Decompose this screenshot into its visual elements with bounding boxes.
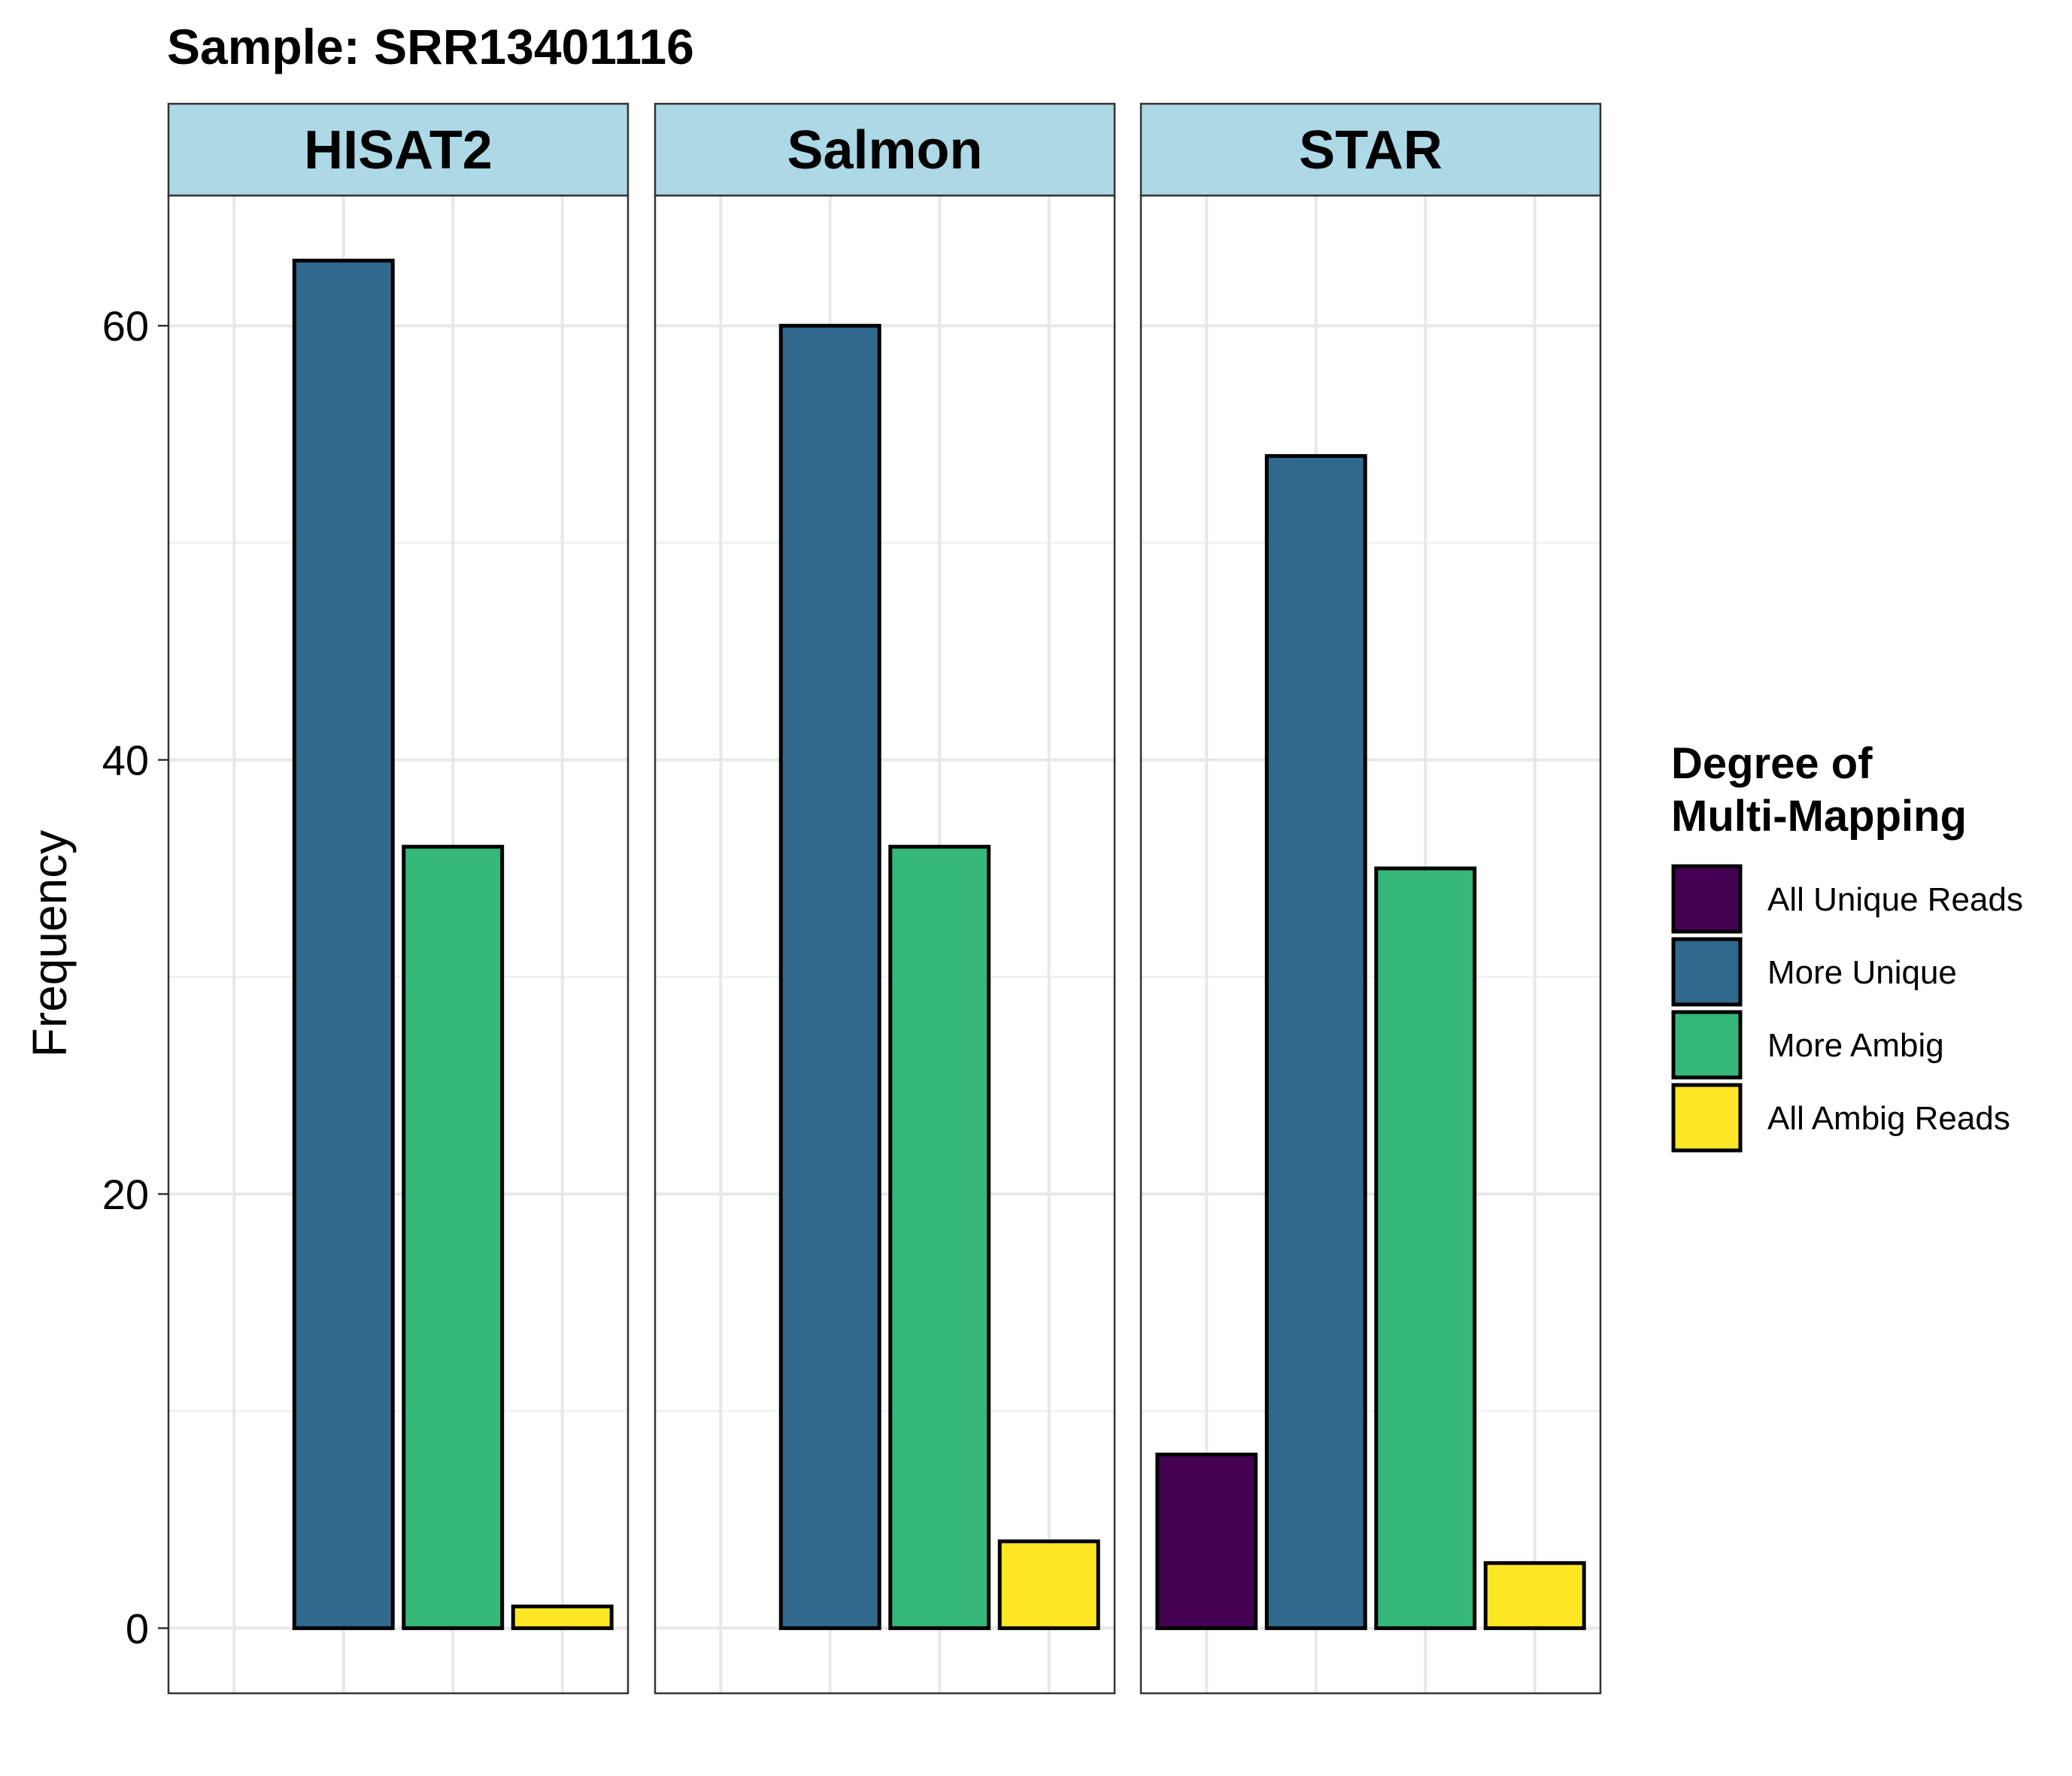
chart-title: Sample: SRR13401116 bbox=[167, 19, 694, 74]
panel-star: STAR bbox=[1139, 102, 1602, 1695]
facet-strip bbox=[654, 102, 1116, 197]
legend-key bbox=[1671, 1010, 1743, 1080]
panel-background bbox=[168, 195, 628, 1693]
legend-label: All Unique Reads bbox=[1767, 881, 2023, 918]
y-tick-label: 40 bbox=[102, 737, 149, 784]
y-tick-label: 0 bbox=[126, 1605, 149, 1652]
bar-salmon-more-unique bbox=[778, 323, 881, 1630]
panel-background bbox=[1141, 195, 1600, 1693]
bar-hisat2-more-ambig bbox=[402, 844, 505, 1630]
bar-star-all-ambig-reads bbox=[1483, 1561, 1586, 1630]
panel-salmon: Salmon bbox=[654, 102, 1116, 1695]
y-tick-label: 20 bbox=[102, 1171, 149, 1218]
y-axis: 0 20 40 60 bbox=[102, 302, 168, 1652]
facet-strip bbox=[1139, 102, 1602, 197]
bar-salmon-all-ambig-reads bbox=[997, 1539, 1100, 1630]
legend-title: Multi-Mapping bbox=[1671, 792, 1967, 841]
facet-panels: HISAT2 Salmon STAR bbox=[167, 102, 1602, 1695]
legend-key bbox=[1671, 864, 1743, 934]
legend-label: More Ambig bbox=[1767, 1027, 1944, 1064]
y-tick-label: 60 bbox=[102, 302, 149, 350]
legend-key bbox=[1671, 1083, 1743, 1153]
legend-key bbox=[1671, 937, 1743, 1007]
facet-strip-label: STAR bbox=[1299, 120, 1443, 180]
y-axis-title: Frequency bbox=[23, 830, 77, 1057]
bar-salmon-more-ambig bbox=[888, 844, 991, 1630]
panel-background bbox=[655, 195, 1115, 1693]
bar-hisat2-more-unique bbox=[292, 259, 395, 1630]
bar-star-more-ambig bbox=[1374, 866, 1477, 1630]
legend-label: All Ambig Reads bbox=[1767, 1100, 2010, 1137]
legend-title: Degree of bbox=[1671, 739, 1873, 788]
facet-strip bbox=[167, 102, 629, 197]
facet-strip-label: Salmon bbox=[787, 120, 982, 180]
bar-star-more-unique bbox=[1264, 453, 1367, 1630]
bar-star-all-unique-reads bbox=[1155, 1452, 1258, 1630]
bar-hisat2-all-ambig-reads bbox=[511, 1605, 614, 1630]
legend-label: More Unique bbox=[1767, 954, 1957, 991]
facet-strip-label: HISAT2 bbox=[304, 120, 493, 180]
panel-hisat2: HISAT2 bbox=[167, 102, 629, 1695]
